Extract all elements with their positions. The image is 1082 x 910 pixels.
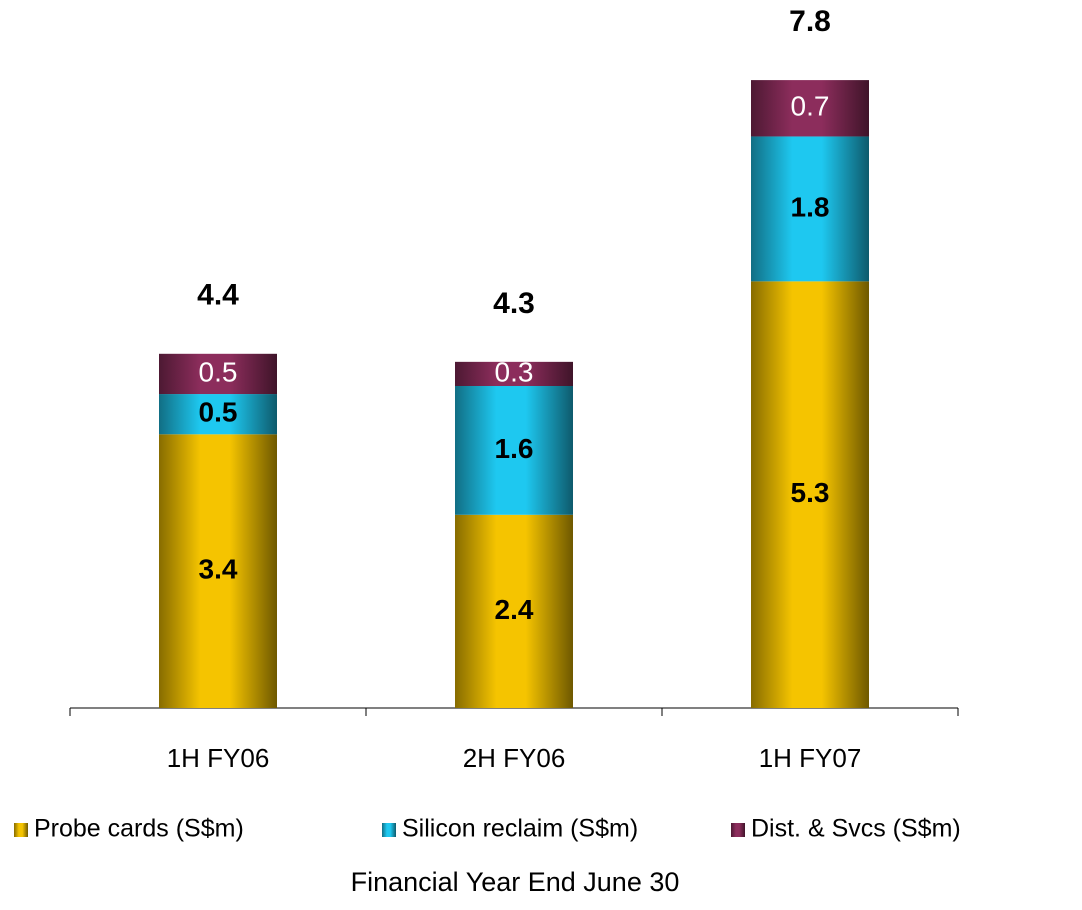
legend-label: Probe cards (S$m) (34, 815, 244, 843)
x-tick-label: 1H FY07 (759, 743, 862, 773)
legend-marker (382, 823, 396, 837)
data-label: 1.8 (791, 191, 830, 222)
data-label: 5.3 (791, 477, 830, 508)
total-label: 7.8 (789, 5, 831, 38)
bar-segment (159, 353, 277, 395)
data-label: 1.6 (495, 433, 534, 464)
x-tick-label: 2H FY06 (463, 743, 566, 773)
bar-segment (455, 386, 573, 515)
bar-segment (751, 80, 869, 137)
data-label: 0.5 (199, 356, 238, 387)
x-tick-label: 1H FY06 (167, 743, 270, 773)
data-label: 0.5 (199, 397, 238, 428)
bar-segment (159, 394, 277, 435)
data-label: 2.4 (495, 594, 534, 625)
total-label: 4.4 (197, 279, 239, 312)
data-label: 0.7 (791, 91, 830, 122)
bar-segment (751, 136, 869, 282)
x-axis-title: Financial Year End June 30 (351, 867, 680, 897)
legend-label: Dist. & Svcs (S$m) (751, 815, 961, 843)
bar-segment (159, 434, 277, 708)
bar-segment (751, 281, 869, 708)
data-label: 3.4 (199, 554, 238, 585)
total-label: 4.3 (493, 287, 535, 320)
data-label: 0.3 (495, 356, 534, 387)
legend-marker (731, 823, 745, 837)
legend-marker (14, 823, 28, 837)
legend-label: Silicon reclaim (S$m) (402, 815, 638, 843)
bar-segment (455, 361, 573, 386)
bar-segment (455, 514, 573, 708)
